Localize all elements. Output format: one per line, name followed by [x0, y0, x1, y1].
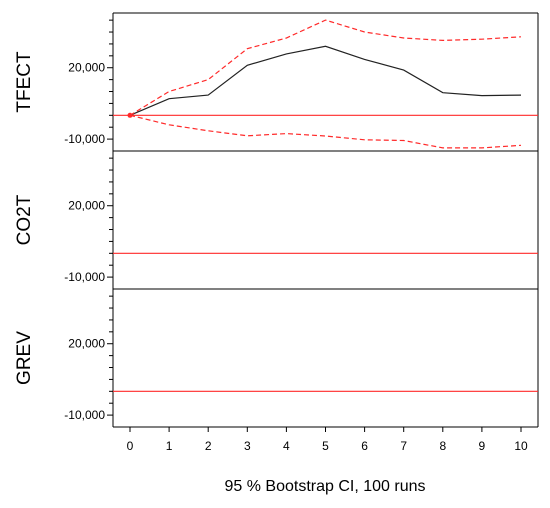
x-axis: 0 1 2 3 4 5 6 7 8 9 10	[127, 427, 528, 453]
y-tick-label: 20,000	[68, 61, 105, 75]
panel-label: GREV	[14, 331, 35, 385]
x-tick-label: 4	[283, 439, 290, 453]
series-upper-ci	[129, 19, 522, 116]
x-tick-label: 5	[322, 439, 329, 453]
panel-tfect: 20,000 -10,000 TFECT	[14, 12, 539, 151]
x-tick-label: 0	[127, 439, 134, 453]
panel-label: TFECT	[14, 51, 35, 113]
y-tick-label: -10,000	[64, 408, 105, 422]
x-tick-label: 9	[479, 439, 486, 453]
panel-grev: 20,000 -10,000 GREV	[14, 288, 539, 428]
x-tick-label: 10	[514, 439, 528, 453]
panel-co2t: 20,000 -10,000 CO2T	[14, 150, 539, 289]
x-tick-label: 7	[400, 439, 407, 453]
x-tick-label: 2	[205, 439, 212, 453]
x-tick-label: 6	[361, 439, 368, 453]
origin-marker	[127, 112, 133, 118]
panel-label: CO2T	[14, 194, 35, 245]
series-response	[129, 45, 522, 116]
x-tick-label: 3	[244, 439, 251, 453]
y-tick-label: -10,000	[64, 132, 105, 146]
x-tick-label: 1	[166, 439, 173, 453]
panels: 20,000-10,000TFECT20,000-10,000CO2T20,00…	[14, 12, 539, 428]
x-tick-label: 8	[439, 439, 446, 453]
x-axis-label: 95 % Bootstrap CI, 100 runs	[225, 478, 426, 495]
y-tick-label: -10,000	[64, 270, 105, 284]
y-tick-label: 20,000	[68, 199, 105, 213]
series-lower-ci	[129, 114, 522, 149]
y-tick-label: 20,000	[68, 337, 105, 351]
